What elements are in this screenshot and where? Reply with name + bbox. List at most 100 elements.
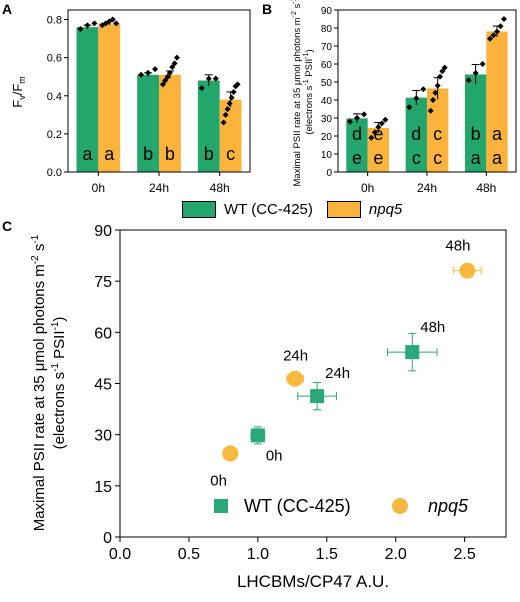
legend-label-npq5: npq5 bbox=[368, 200, 403, 218]
b-point-1-1-0 bbox=[427, 107, 434, 114]
c-xtick-label-3: 1.5 bbox=[316, 546, 338, 563]
b-ytick-label-8: 80 bbox=[321, 24, 333, 35]
b-bar-1-1 bbox=[427, 88, 449, 172]
a-bar-1-1 bbox=[159, 74, 181, 172]
a-point-1-1-4 bbox=[169, 64, 176, 71]
b-point-0-2-1 bbox=[472, 70, 479, 76]
b-point-0-0-2 bbox=[360, 111, 367, 118]
b-point-0-0-0 bbox=[346, 118, 353, 125]
a-point-1-1-3 bbox=[166, 69, 173, 76]
b-point-1-1-3 bbox=[434, 82, 441, 89]
b-point-1-2-0 bbox=[487, 35, 494, 42]
b-letter-top-npq5-2: a bbox=[492, 124, 503, 144]
a-ytick-label-2: 0.4 bbox=[47, 91, 62, 103]
a-xtick-label-2: 48h bbox=[210, 181, 230, 195]
a-ytick-label-0: 0.0 bbox=[47, 167, 62, 179]
b-point-0-0-1 bbox=[353, 115, 360, 121]
a-xtick-label-1: 24h bbox=[149, 181, 169, 195]
c-point-wt-0 bbox=[250, 428, 265, 443]
c-point-label-0-0: 0h bbox=[266, 447, 283, 464]
a-letter-1-2: c bbox=[226, 144, 235, 164]
b-bar-0-1 bbox=[405, 97, 427, 172]
a-point-1-1-1 bbox=[162, 77, 169, 84]
c-xtick-label-2: 1.0 bbox=[247, 546, 269, 563]
a-point-0-0-0 bbox=[77, 26, 84, 33]
a-point-0-1-0 bbox=[138, 71, 145, 78]
a-point-1-2-2 bbox=[224, 106, 231, 113]
b-letter-bottom-wt-1: c bbox=[412, 148, 421, 168]
c-point-npq5-0 bbox=[222, 445, 239, 462]
c-ytick-label-1: 15 bbox=[94, 479, 112, 496]
b-point-0-1-2 bbox=[420, 86, 427, 93]
b-point-1-2-1 bbox=[490, 32, 497, 39]
legend-item-npq5: npq5 bbox=[326, 200, 403, 218]
a-ytick-label-1: 0.2 bbox=[47, 129, 62, 141]
b-ytick-label-5: 50 bbox=[321, 78, 333, 89]
panel-b-bar-chart: deee0hdccc24hbaaa48h0102030405060708090M… bbox=[291, 0, 517, 195]
b-point-1-0-2 bbox=[375, 124, 382, 130]
a-point-1-0-3 bbox=[109, 16, 116, 23]
b-xtick-label-2: 48h bbox=[476, 181, 496, 195]
a-point-0-1-2 bbox=[152, 66, 159, 73]
c-xtick-label-1: 0.5 bbox=[178, 546, 200, 563]
b-bar-0-2 bbox=[464, 74, 487, 172]
b-xtick-label-0: 0h bbox=[361, 181, 374, 195]
a-frame bbox=[67, 9, 251, 173]
c-ytick-label-6: 90 bbox=[94, 223, 112, 240]
b-point-1-0-1 bbox=[371, 129, 378, 136]
a-point-1-2-7 bbox=[234, 81, 241, 88]
c-legend-label-npq5: npq5 bbox=[428, 496, 469, 516]
b-ytick-label-9: 90 bbox=[321, 6, 333, 17]
b-point-1-0-0 bbox=[368, 134, 375, 141]
c-xtick-label-0: 0.0 bbox=[109, 546, 131, 563]
a-bar-0-2 bbox=[197, 80, 220, 172]
legend-swatch-npq5 bbox=[326, 200, 361, 218]
c-ytick-label-5: 75 bbox=[94, 274, 112, 291]
b-frame bbox=[337, 9, 517, 173]
b-letter-top-wt-1: d bbox=[411, 124, 421, 144]
b-bar-0-0 bbox=[346, 118, 368, 172]
a-point-0-1-1 bbox=[145, 69, 152, 76]
a-letter-1-1: b bbox=[165, 144, 175, 164]
b-bar-1-2 bbox=[486, 31, 508, 173]
b-ytick-label-4: 40 bbox=[321, 96, 333, 107]
b-xtick-label-1: 24h bbox=[417, 181, 437, 195]
b-letter-bottom-npq5-2: a bbox=[492, 148, 503, 168]
b-letter-bottom-npq5-1: c bbox=[433, 148, 442, 168]
b-letter-bottom-npq5-0: e bbox=[373, 148, 383, 168]
c-legend-marker-wt bbox=[214, 499, 228, 513]
a-letter-0-2: b bbox=[204, 144, 214, 164]
panel-label-b: B bbox=[262, 1, 272, 17]
b-ytick-label-2: 20 bbox=[321, 132, 333, 143]
a-letter-1-0: a bbox=[104, 144, 115, 164]
b-letter-bottom-wt-0: e bbox=[352, 148, 362, 168]
b-ytick-label-0: 0 bbox=[326, 168, 332, 179]
c-xlabel: LHCBMs/CP47 A.U. bbox=[237, 572, 389, 591]
a-bar-1-0 bbox=[98, 23, 121, 173]
b-point-1-0-4 bbox=[382, 116, 389, 123]
c-legend-marker-npq5 bbox=[392, 498, 408, 514]
a-point-0-0-1 bbox=[84, 22, 91, 29]
a-bar-0-1 bbox=[137, 74, 159, 172]
b-point-0-2-2 bbox=[479, 61, 486, 67]
b-point-1-2-4 bbox=[501, 16, 508, 22]
b-letter-top-npq5-1: c bbox=[433, 124, 442, 144]
legend-label-wt: WT (CC-425) bbox=[224, 200, 313, 218]
b-point-1-2-2 bbox=[494, 28, 501, 35]
a-point-0-2-0 bbox=[198, 85, 205, 92]
a-letter-0-1: b bbox=[143, 144, 153, 164]
a-point-0-2-2 bbox=[212, 75, 219, 82]
c-ytick-label-4: 60 bbox=[94, 325, 112, 342]
c-ytick-label-2: 30 bbox=[94, 428, 112, 445]
b-ytick-label-3: 30 bbox=[321, 114, 333, 125]
a-point-0-0-2 bbox=[91, 20, 98, 27]
c-ylabel-line1: Maximal PSII rate at 35 μmol photons m-2… bbox=[30, 234, 48, 531]
c-point-label-1-1: 24h bbox=[283, 348, 308, 365]
b-ylabel-line2: (electrons s-1 PSII-1) bbox=[303, 49, 315, 134]
b-letter-bottom-wt-2: a bbox=[471, 148, 482, 168]
c-point-label-0-2: 48h bbox=[420, 319, 445, 336]
c-ylabel-line2: (electrons s-1 PSII-1) bbox=[50, 317, 68, 450]
c-point-npq5-1 bbox=[287, 370, 304, 387]
